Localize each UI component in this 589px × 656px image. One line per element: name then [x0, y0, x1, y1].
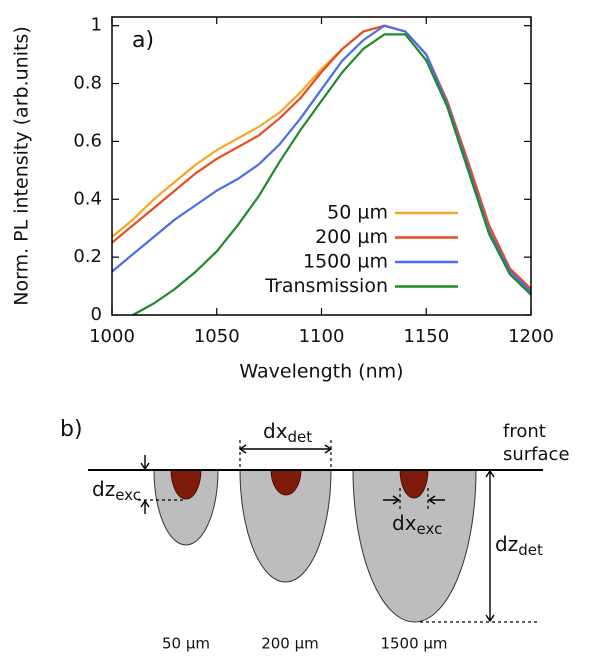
subscript: exc: [115, 486, 141, 504]
legend-label: 50 µm: [327, 202, 388, 224]
panel-label: b): [60, 417, 83, 442]
dz-exc-label: dzexc: [92, 477, 141, 504]
panel-label: a): [132, 28, 154, 53]
arrow: [383, 495, 445, 505]
x-tick-label: 1100: [299, 326, 345, 347]
size-label: 50 µm: [162, 635, 210, 653]
arrow: [140, 455, 150, 514]
detection-volume: [352, 469, 477, 623]
x-tick-label: 1000: [89, 326, 135, 347]
x-tick-label: 1150: [403, 326, 449, 347]
dx-exc-label: dxexc: [392, 511, 442, 538]
arrow: [485, 469, 495, 623]
detection-volume: [239, 469, 332, 583]
series-line: [132, 33, 532, 316]
y-tick-label: 0.6: [73, 130, 102, 151]
y-axis-title: Norm. PL intensity (arb.units): [11, 26, 33, 306]
x-axis-title: Wavelength (nm): [239, 361, 403, 383]
y-tick-label: 0.2: [73, 246, 102, 267]
size-label: 200 µm: [261, 635, 319, 653]
front-label: front: [503, 421, 546, 442]
surface-label: surface: [503, 444, 570, 465]
series-line: [111, 24, 532, 290]
symbol: dx: [263, 419, 288, 443]
plot-frame: [111, 16, 532, 316]
dz-det-label: dzdet: [495, 532, 543, 559]
symbol: dx: [392, 511, 417, 535]
y-tick-label: 1: [91, 15, 102, 36]
excitation-volume: [270, 469, 302, 496]
subscript: det: [518, 541, 543, 559]
excitation-volume: [399, 469, 429, 499]
excitation-volume: [170, 469, 202, 500]
dx-det-label: dxdet: [263, 419, 312, 446]
x-tick-label: 1200: [508, 326, 554, 347]
plot: 0 0.2 0.4 0.6 0.8 1 1000 1050 1100 1150 1200 Wavele…: [11, 15, 554, 383]
diagram: b) front surface dxdet dzexc dxexc dzdet…: [60, 417, 570, 653]
subscript: exc: [417, 520, 443, 538]
series-line: [111, 24, 532, 290]
arrow: [238, 444, 333, 454]
y-tick-label: 0: [91, 304, 102, 325]
size-label: 1500 µm: [380, 635, 447, 653]
legend-label: 200 µm: [315, 226, 388, 248]
legend-label: Transmission: [264, 275, 388, 297]
subscript: det: [288, 428, 313, 446]
detection-volume: [153, 469, 219, 546]
symbol: dz: [92, 477, 115, 501]
y-tick-label: 0.4: [73, 188, 102, 209]
y-tick-label: 0.8: [73, 73, 102, 94]
symbol: dz: [495, 532, 518, 556]
x-tick-label: 1050: [194, 326, 240, 347]
legend-label: 1500 µm: [303, 251, 388, 273]
